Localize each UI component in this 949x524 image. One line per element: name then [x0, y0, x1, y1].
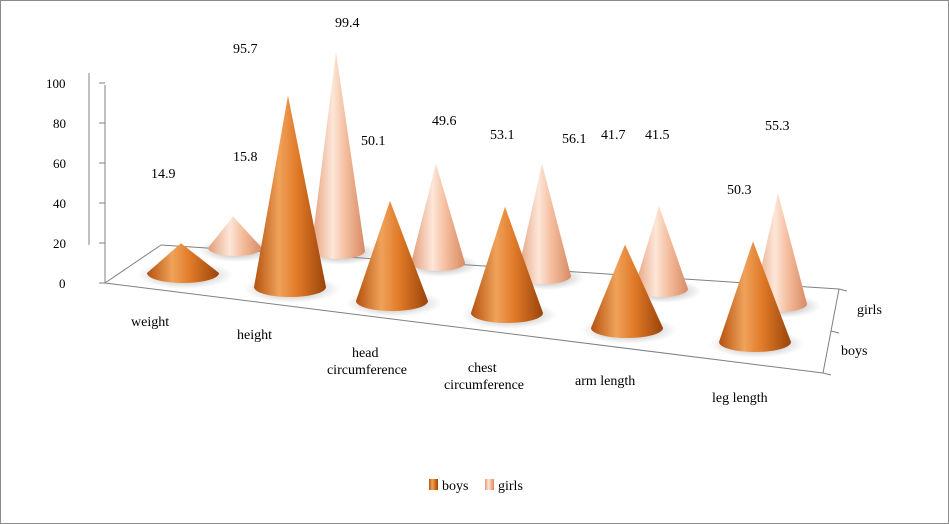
category-label-line: head	[352, 346, 378, 361]
data-label-boys-leg: 50.3	[727, 183, 752, 198]
data-label-boys-arm: 41.7	[601, 128, 626, 143]
cone-boys-weight	[137, 243, 233, 289]
data-label-boys-chest: 53.1	[490, 128, 515, 143]
y-tick-label: 0	[59, 276, 66, 291]
cone-boys-arm-length-body	[591, 244, 663, 338]
cone-boys-arm-length	[581, 244, 677, 344]
data-label-girls-leg: 55.3	[765, 119, 790, 134]
data-label-girls-weight: 15.8	[233, 150, 258, 165]
y-tick-label: 100	[46, 76, 66, 91]
cone-girls-height	[301, 52, 379, 265]
category-label-arm-length: arm length	[575, 374, 635, 389]
category-label-head-circumference: head circumference	[327, 346, 407, 378]
legend-swatch-boys	[429, 479, 438, 490]
cone-boys-chest-circumference-body	[471, 206, 543, 323]
cone-girls-head-circumference-body	[411, 163, 465, 271]
cone-boys-height-body	[254, 95, 326, 297]
depth-tick-mid	[830, 330, 840, 334]
y-tick-label: 80	[53, 116, 66, 131]
data-label-girls-height: 99.4	[335, 16, 360, 31]
depth-tick-girls	[838, 288, 848, 292]
cone-boys-head-circumference-body	[356, 200, 428, 311]
data-label-boys-height: 95.7	[233, 42, 258, 57]
data-label-girls-chest: 56.1	[562, 132, 587, 147]
category-label-leg-length: leg length	[712, 391, 768, 406]
depth-labels: girls boys	[841, 303, 882, 359]
legend-label-boys: boys	[442, 479, 468, 494]
cone-boys-leg-length	[709, 241, 805, 358]
legend-label-girls: girls	[498, 479, 523, 494]
floor-front-edge	[104, 282, 824, 374]
category-label-weight: weight	[131, 315, 169, 330]
legend: boys girls	[429, 479, 523, 494]
y-tick-label: 40	[53, 196, 66, 211]
cone-girls-arm-length-body	[634, 206, 688, 297]
cones-layer	[137, 52, 821, 358]
category-labels: weight height head circumference chest c…	[131, 315, 768, 406]
data-label-boys-weight: 14.9	[151, 167, 176, 182]
category-label-line: chest	[468, 361, 497, 376]
cone-boys-weight-body	[147, 243, 219, 283]
cone-boys-chest-circumference	[461, 206, 557, 329]
data-label-girls-head: 49.6	[432, 114, 457, 129]
depth-label-boys: boys	[841, 344, 867, 359]
data-labels: 14.9 15.8 95.7 99.4 50.1 49.6 53.1 56.1 …	[151, 16, 790, 198]
cone-girls-height-body	[311, 52, 365, 260]
cone-girls-weight	[198, 216, 276, 262]
y-tick-label: 20	[53, 236, 66, 251]
category-label-line: circumference	[327, 363, 407, 378]
floor-left-edge	[104, 244, 162, 284]
cone-boys-leg-length-body	[719, 241, 791, 352]
cone-boys-head-circumference	[346, 200, 442, 317]
data-label-girls-arm: 41.5	[645, 128, 670, 143]
depth-label-girls: girls	[857, 303, 882, 318]
data-label-boys-head: 50.1	[361, 134, 386, 149]
depth-tick-boys	[822, 372, 832, 376]
y-tick-labels: 0 20 40 60 80 100	[46, 76, 66, 291]
cone-girls-head-circumference	[401, 163, 479, 277]
category-label-height: height	[237, 328, 272, 343]
cone-girls-chest-circumference-body	[517, 163, 571, 284]
legend-swatch-girls	[485, 479, 494, 490]
category-label-chest-circumference: chest circumference	[444, 361, 524, 393]
y-tick-label: 60	[53, 156, 66, 171]
cone-boys-height	[244, 95, 340, 303]
cone-girls-weight-body	[208, 216, 262, 256]
category-label-line: circumference	[444, 378, 524, 393]
